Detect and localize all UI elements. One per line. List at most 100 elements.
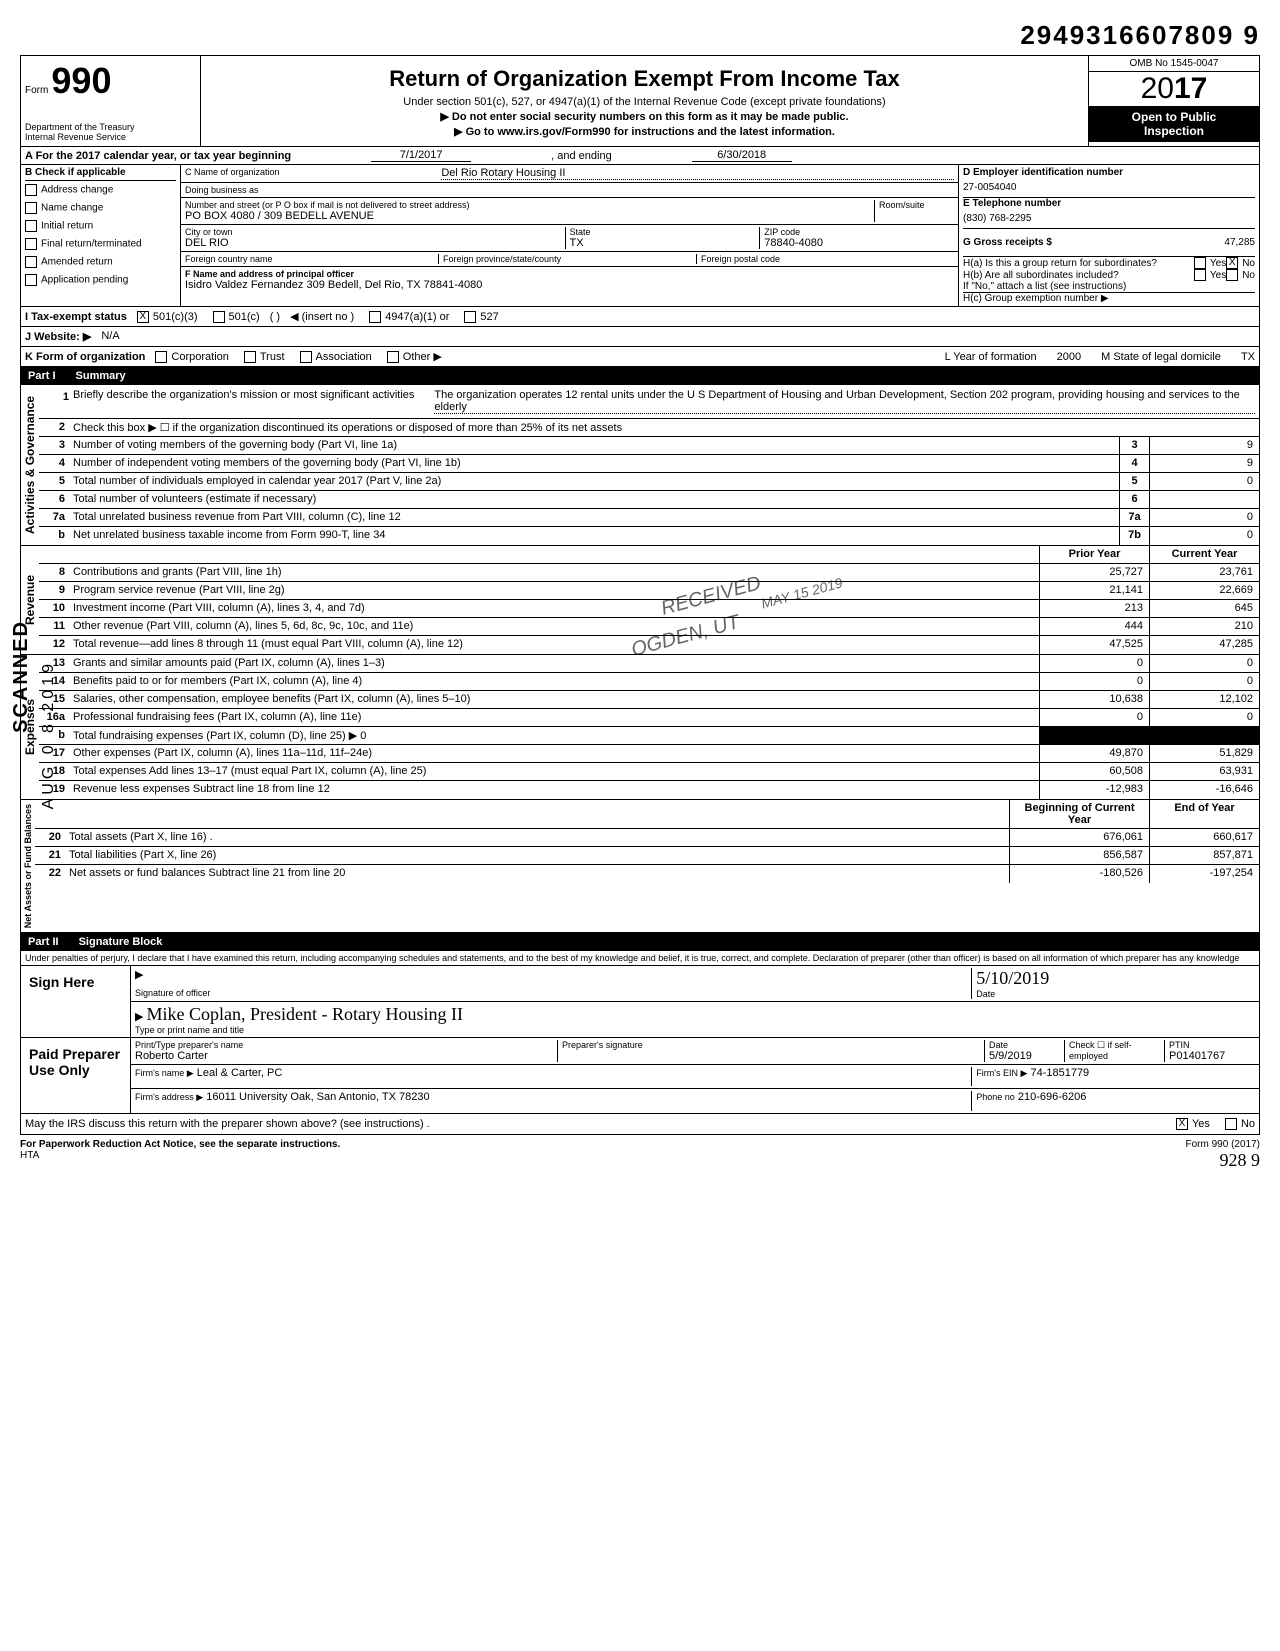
checkbox-address-change[interactable]: [25, 184, 37, 196]
omb-number: OMB No 1545-0047: [1089, 56, 1259, 72]
prep-date-value: 5/9/2019: [989, 1050, 1064, 1062]
discuss-yes-checkbox[interactable]: [1176, 1118, 1188, 1130]
line-desc: Benefits paid to or for members (Part IX…: [69, 673, 1039, 690]
part-1-title: Summary: [76, 370, 126, 382]
k-opt-checkbox[interactable]: [244, 351, 256, 363]
end-value: -197,254: [1149, 865, 1259, 883]
section-a-row: A For the 2017 calendar year, or tax yea…: [20, 147, 1260, 165]
dept-label: Department of the Treasury Internal Reve…: [25, 122, 196, 142]
527-checkbox[interactable]: [464, 311, 476, 323]
line-desc: Program service revenue (Part VIII, line…: [69, 582, 1039, 599]
hb-label: H(b) Are all subordinates included?: [963, 270, 1194, 281]
line-desc: Total assets (Part X, line 16) .: [65, 829, 1009, 846]
website-label: J Website: ▶: [25, 330, 91, 343]
part-2-title: Signature Block: [79, 936, 163, 948]
b-item-label: Final return/terminated: [41, 239, 142, 250]
line-desc: Salaries, other compensation, employee b…: [69, 691, 1039, 708]
501c3-checkbox[interactable]: [137, 311, 149, 323]
sign-here-label: Sign Here: [21, 966, 131, 1037]
footer-hta: HTA: [20, 1150, 340, 1161]
year-end: 6/30/2018: [692, 149, 792, 162]
checkbox-final-return/terminated[interactable]: [25, 238, 37, 250]
gross-value: 47,285: [1052, 237, 1255, 248]
h-note: If "No," attach a list (see instructions…: [963, 281, 1255, 293]
checkbox-application-pending[interactable]: [25, 274, 37, 286]
insert-no-label: ◀ (insert no ): [290, 310, 354, 323]
line-num: 21: [35, 847, 65, 864]
sig-date-value: 5/10/2019: [976, 968, 1255, 989]
line-value: 9: [1149, 437, 1259, 454]
section-k-row: K Form of organization CorporationTrustA…: [20, 347, 1260, 367]
prep-sig-label: Preparer's signature: [562, 1040, 984, 1050]
end-value: 857,871: [1149, 847, 1259, 864]
firm-ein-label: Firm's EIN ▶: [976, 1068, 1027, 1078]
4947-checkbox[interactable]: [369, 311, 381, 323]
footer-handnum: 928 9: [1186, 1150, 1260, 1171]
discuss-no-label: No: [1241, 1118, 1255, 1130]
yes-label: Yes: [1210, 258, 1226, 269]
year-formation-value: 2000: [1057, 351, 1081, 363]
4947-label: 4947(a)(1) or: [385, 311, 449, 323]
checkbox-name-change[interactable]: [25, 202, 37, 214]
document-number: 2949316607809 9: [20, 20, 1260, 51]
begin-value: 856,587: [1009, 847, 1149, 864]
zip-value: 78840-4080: [764, 237, 954, 249]
no-label: No: [1242, 258, 1255, 269]
line-2-desc: Check this box ▶ ☐ if the organization d…: [69, 419, 1259, 436]
form-prefix: Form: [25, 85, 48, 96]
subtitle-3: ▶ Go to www.irs.gov/Form990 for instruct…: [207, 125, 1082, 138]
form-org-label: K Form of organization: [25, 351, 145, 363]
k-opt-checkbox[interactable]: [300, 351, 312, 363]
line-num: 5: [39, 473, 69, 490]
tax-year: 20201717: [1089, 72, 1259, 106]
section-j-row: J Website: ▶ N/A: [20, 327, 1260, 347]
ha-no-checkbox[interactable]: [1226, 257, 1238, 269]
501c-checkbox[interactable]: [213, 311, 225, 323]
dba-label: Doing business as: [185, 185, 259, 195]
current-value: 63,931: [1149, 763, 1259, 780]
line-num: 20: [35, 829, 65, 846]
current-value: [1149, 727, 1259, 744]
prior-value: 25,727: [1039, 564, 1149, 581]
line-num: 4: [39, 455, 69, 472]
line-value: [1149, 491, 1259, 508]
line-num: 3: [39, 437, 69, 454]
prep-date-label: Date: [989, 1040, 1064, 1050]
line-desc: Total expenses Add lines 13–17 (must equ…: [69, 763, 1039, 780]
k-opt-checkbox[interactable]: [387, 351, 399, 363]
footer-left: For Paperwork Reduction Act Notice, see …: [20, 1139, 340, 1150]
checkbox-initial-return[interactable]: [25, 220, 37, 232]
firm-name-value: Leal & Carter, PC: [197, 1067, 283, 1079]
line-num: 11: [39, 618, 69, 635]
subtitle-1: Under section 501(c), 527, or 4947(a)(1)…: [207, 96, 1082, 108]
zip-label: ZIP code: [764, 227, 954, 237]
begin-value: 676,061: [1009, 829, 1149, 846]
signature-section: Under penalties of perjury, I declare th…: [20, 951, 1260, 1135]
line-label-col: 6: [1119, 491, 1149, 508]
yes-label-2: Yes: [1210, 270, 1226, 281]
discuss-no-checkbox[interactable]: [1225, 1118, 1237, 1130]
hb-yes-checkbox[interactable]: [1194, 269, 1206, 281]
paid-preparer-label: Paid Preparer Use Only: [21, 1038, 131, 1113]
begin-year-header: Beginning of Current Year: [1009, 800, 1149, 828]
checkbox-amended-return[interactable]: [25, 256, 37, 268]
check-self-employed: Check ☐ if self-employed: [1065, 1040, 1165, 1062]
officer-label: F Name and address of principal officer: [185, 269, 954, 279]
main-info-block: B Check if applicable Address changeName…: [20, 165, 1260, 307]
line-desc: Total number of volunteers (estimate if …: [69, 491, 1119, 508]
begin-value: -180,526: [1009, 865, 1149, 883]
ha-yes-checkbox[interactable]: [1194, 257, 1206, 269]
discuss-yes-label: Yes: [1192, 1118, 1210, 1130]
expenses-section: Expenses 13 Grants and similar amounts p…: [20, 655, 1260, 800]
prior-value: 0: [1039, 655, 1149, 672]
line-desc: Net unrelated business taxable income fr…: [69, 527, 1119, 545]
line-desc: Grants and similar amounts paid (Part IX…: [69, 655, 1039, 672]
current-value: 12,102: [1149, 691, 1259, 708]
net-assets-vert-label: Net Assets or Fund Balances: [21, 800, 35, 932]
line-2-num: 2: [39, 419, 69, 436]
line-label-col: 7a: [1119, 509, 1149, 526]
hb-no-checkbox[interactable]: [1226, 269, 1238, 281]
current-value: 23,761: [1149, 564, 1259, 581]
k-opt-checkbox[interactable]: [155, 351, 167, 363]
line-desc: Other expenses (Part IX, column (A), lin…: [69, 745, 1039, 762]
